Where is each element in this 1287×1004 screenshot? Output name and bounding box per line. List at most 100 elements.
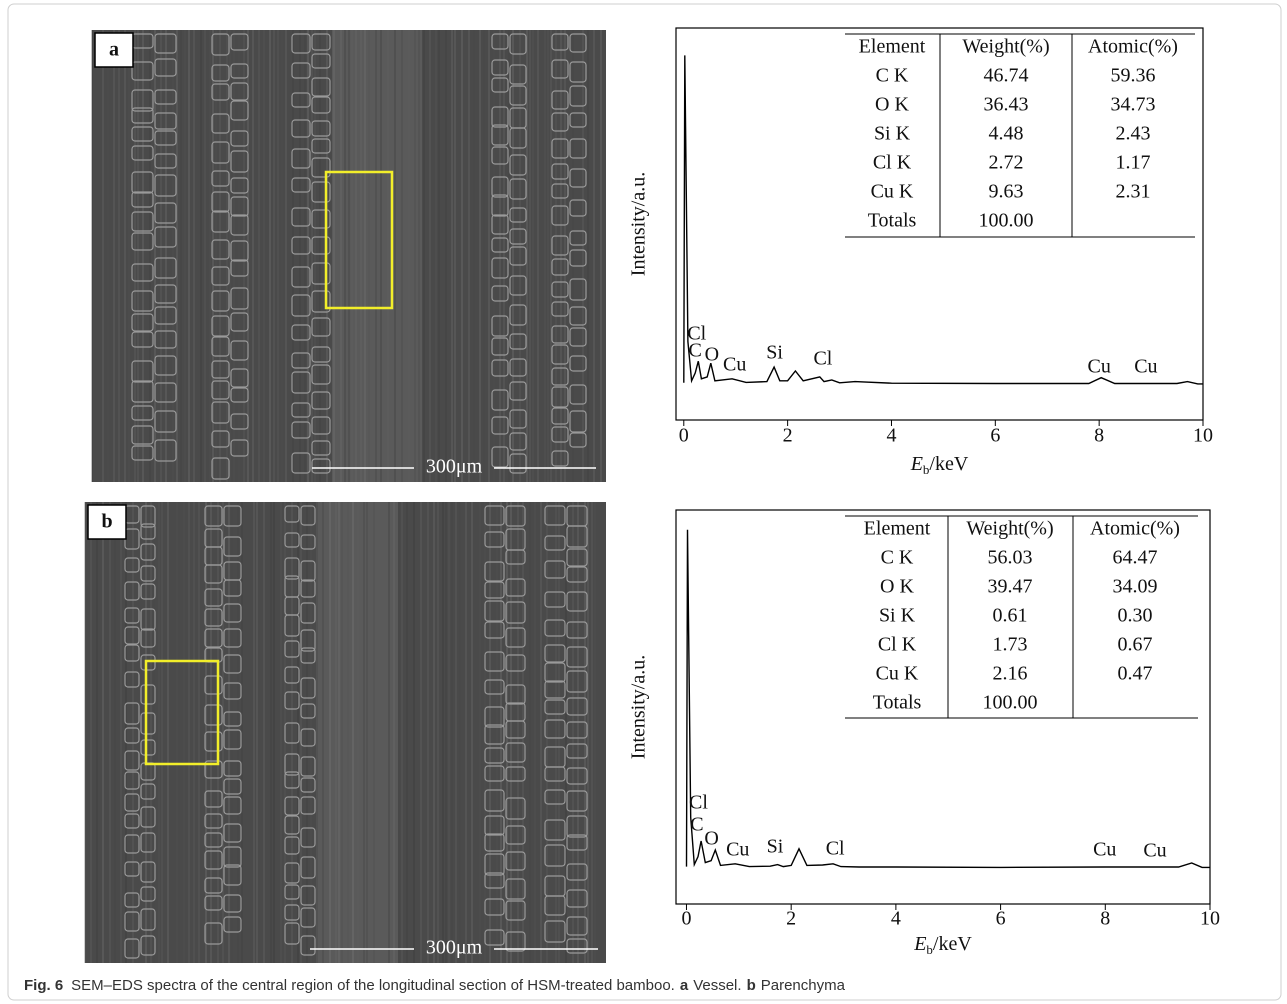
sem-cell xyxy=(131,263,154,282)
sem-cell xyxy=(230,82,249,101)
plot-frame xyxy=(675,509,1211,905)
table-cell: 59.36 xyxy=(1111,65,1156,87)
sem-cell xyxy=(300,907,316,928)
fig-number: Fig. 6 xyxy=(24,977,63,994)
sem-cell xyxy=(569,85,587,107)
x-tick-label: 8 xyxy=(1094,425,1104,447)
table-cell: Cl K xyxy=(873,152,912,174)
sem-cell xyxy=(544,560,566,579)
sem-cell xyxy=(124,644,140,662)
peak-label: Si xyxy=(766,342,783,364)
sem-cell xyxy=(230,214,249,236)
sem-cell xyxy=(211,401,230,424)
sem-cell xyxy=(509,246,527,266)
sem-cell xyxy=(544,699,566,715)
sem-cell xyxy=(131,145,154,161)
sem-cell xyxy=(566,697,588,716)
sem-cell xyxy=(140,908,156,931)
sem-cell xyxy=(211,141,230,164)
sem-cell xyxy=(491,285,509,302)
sem-cell xyxy=(566,670,588,693)
sem-cell xyxy=(509,127,527,149)
x-axis-label: Eb/keV xyxy=(913,933,972,957)
sem-cell xyxy=(124,938,140,959)
sem-cell xyxy=(140,861,156,883)
sem-cell xyxy=(300,756,316,777)
sem-cell xyxy=(509,453,527,474)
sem-cell xyxy=(484,853,505,876)
sem-cell xyxy=(131,360,154,383)
sem-cell xyxy=(124,607,140,624)
sem-cell xyxy=(204,505,223,527)
sem-cell xyxy=(509,228,527,245)
sem-cell xyxy=(223,846,242,868)
peak-label: Cl xyxy=(689,792,708,814)
sem-cell xyxy=(484,651,505,672)
sem-cell xyxy=(154,410,177,433)
sem-cell xyxy=(311,391,331,410)
x-tick-label: 0 xyxy=(681,908,691,930)
sem-cell xyxy=(505,900,526,921)
sem-cell xyxy=(284,691,300,710)
sem-cell xyxy=(569,249,587,267)
sem-cell xyxy=(484,898,505,916)
sem-cell xyxy=(230,33,249,51)
sem-cell xyxy=(124,626,140,645)
sem-cell xyxy=(551,205,569,226)
sem-cell xyxy=(569,61,587,83)
sem-cell xyxy=(491,416,509,435)
sem-cell xyxy=(505,720,526,739)
sem-cell xyxy=(311,53,331,69)
sem-cell xyxy=(291,421,311,439)
sem-cell xyxy=(223,760,242,777)
sem-cell xyxy=(484,531,505,548)
sem-cell xyxy=(569,230,587,246)
table-cell: Si K xyxy=(879,605,916,627)
sem-cell xyxy=(300,534,316,550)
caption-part-text: Vessel. xyxy=(693,977,741,994)
sem-cell xyxy=(284,505,300,523)
sem-cell xyxy=(544,766,566,782)
sem-cell xyxy=(300,856,316,879)
sem-cell xyxy=(284,771,300,789)
sem-cell xyxy=(509,33,527,55)
sem-cell xyxy=(566,916,588,936)
sem-cell xyxy=(491,315,509,337)
sem-cell xyxy=(491,337,509,356)
x-tick-label: 4 xyxy=(886,425,896,447)
sem-cell xyxy=(291,236,311,255)
sem-cell xyxy=(505,931,526,952)
sem-cell xyxy=(204,895,223,911)
sem-cell xyxy=(230,100,249,121)
sem-cell xyxy=(551,407,569,425)
sem-cell xyxy=(140,806,156,828)
peak-label: Cl xyxy=(813,348,832,370)
sem-cell xyxy=(505,684,526,705)
sem-cell xyxy=(223,729,242,750)
sem-cell xyxy=(551,138,569,159)
sem-cell xyxy=(311,440,331,456)
sem-cell xyxy=(131,380,154,403)
sem-cell xyxy=(230,312,249,332)
sem-cell xyxy=(131,211,154,232)
sem-cell xyxy=(124,671,140,688)
sem-cell xyxy=(131,61,154,81)
sem-cell xyxy=(484,706,505,728)
sem-cell xyxy=(491,214,509,235)
sem-cell xyxy=(484,747,505,764)
peak-label: O xyxy=(705,344,719,366)
sem-cell xyxy=(300,579,316,598)
sem-cell xyxy=(491,146,509,165)
x-axis-label: Eb/keV xyxy=(910,453,969,477)
table-header: Weight(%) xyxy=(966,518,1053,540)
sem-cell xyxy=(569,384,587,405)
sem-cell xyxy=(124,861,140,877)
sem-cell xyxy=(505,878,526,900)
sem-cell xyxy=(551,59,569,79)
sem-cell xyxy=(140,739,156,756)
sem-cell xyxy=(484,815,505,836)
sem-cell xyxy=(154,284,177,304)
sem-cell xyxy=(124,813,140,829)
sem-cell xyxy=(140,505,156,528)
table-cell: 100.00 xyxy=(979,210,1034,232)
